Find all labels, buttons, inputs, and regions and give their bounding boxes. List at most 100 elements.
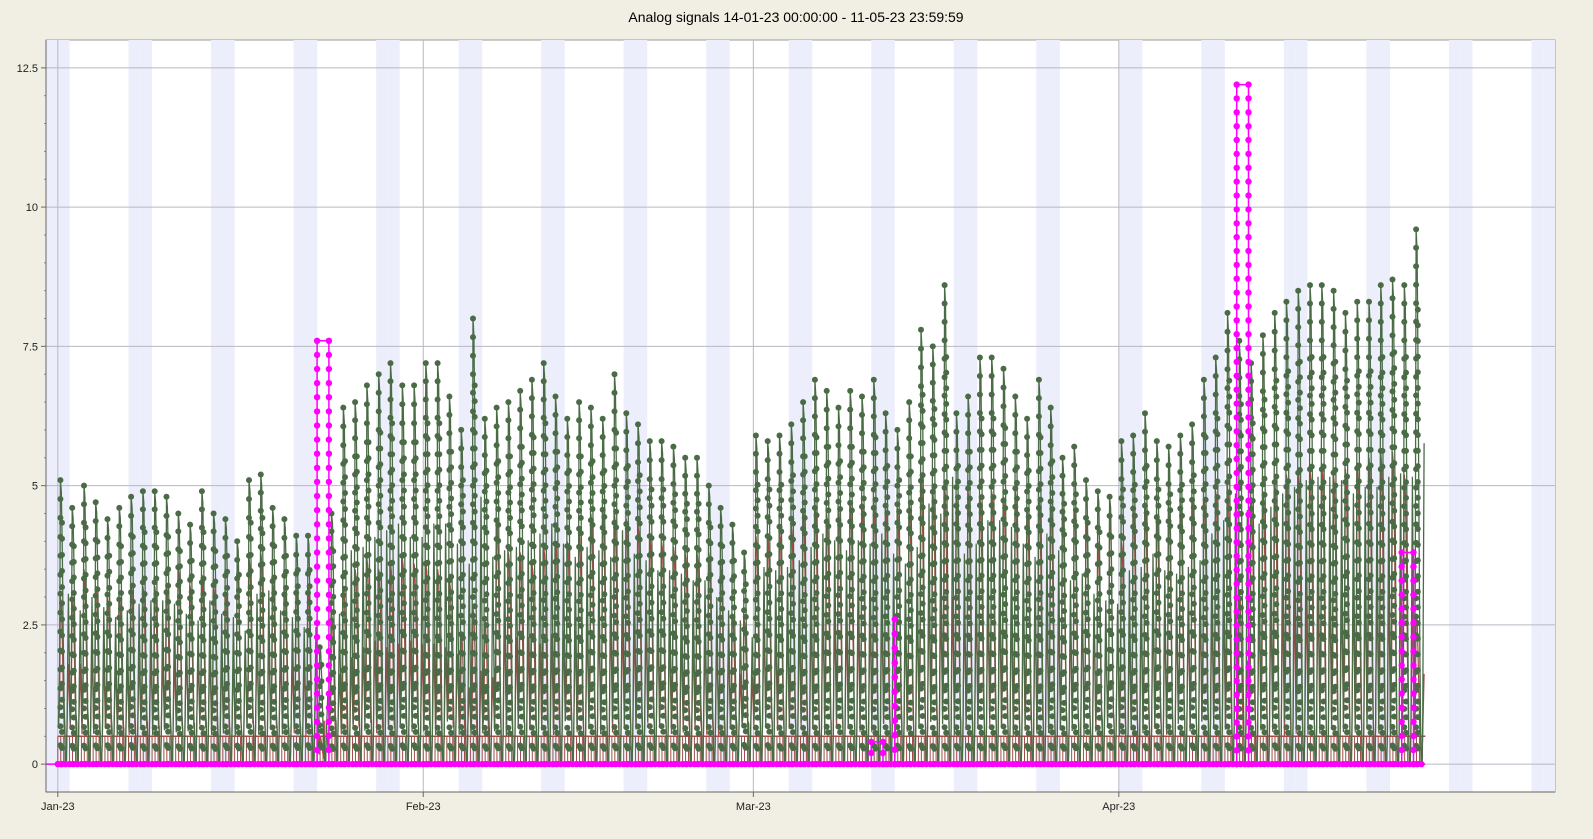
series-0-point: [719, 730, 726, 736]
series-0-point: [1106, 608, 1113, 615]
series-0-point: [434, 378, 441, 385]
series-0-point: [1296, 559, 1303, 566]
series-0-point: [695, 562, 702, 568]
series-0-point: [1072, 697, 1079, 704]
series-0-point: [1271, 347, 1278, 354]
series-0-point: [483, 668, 490, 675]
series-0-point: [1377, 687, 1384, 694]
series-0-point: [389, 559, 396, 566]
series-0-point: [151, 524, 158, 531]
series-0-point: [907, 622, 914, 629]
series-0-point: [1261, 650, 1268, 657]
series-0-point: [941, 687, 948, 694]
series-0-point: [459, 650, 466, 657]
series-0-point: [766, 599, 773, 606]
series-0-point: [128, 703, 135, 710]
series-0-point: [800, 598, 807, 605]
series-0-point: [505, 598, 512, 605]
series-0-point: [576, 616, 583, 623]
series-0-point: [1330, 706, 1337, 713]
series-0-point: [446, 706, 453, 712]
series-0-point: [943, 432, 950, 439]
series-0-point: [1226, 601, 1233, 608]
series-0-point: [342, 633, 348, 640]
series-0-point: [481, 688, 488, 695]
series-0-point: [1224, 723, 1231, 730]
series-0-point: [363, 401, 370, 408]
series-0-point: [1025, 513, 1032, 520]
series-0-point: [683, 531, 690, 538]
series-0-point: [1177, 688, 1184, 695]
series-0-point: [1285, 651, 1292, 658]
series-0-point: [141, 699, 148, 706]
series-0-point: [1308, 651, 1315, 658]
series-0-point: [483, 544, 490, 551]
series-0-point: [1108, 680, 1115, 686]
series-0-point: [436, 528, 443, 535]
series-0-point: [848, 681, 855, 688]
series-0-point: [1061, 699, 1068, 706]
series-0-point: [847, 406, 854, 413]
series-0-point: [1179, 730, 1185, 737]
series-0-point: [955, 682, 961, 689]
series-0-point: [212, 715, 219, 722]
series-0-point: [1261, 444, 1268, 451]
series-0-point: [1283, 705, 1290, 712]
series-0-point: [176, 654, 183, 661]
series-0-point: [955, 729, 961, 736]
series-0-point: [1108, 566, 1115, 573]
series-0-point: [1226, 681, 1233, 688]
series-0-point: [1025, 498, 1032, 505]
series-0-point: [507, 715, 513, 721]
series-0-point: [377, 429, 384, 436]
series-0-point: [1025, 637, 1032, 644]
series-0-point: [870, 395, 877, 402]
series-0-point: [966, 729, 973, 736]
series-0-point: [1391, 555, 1398, 562]
series-0-point: [247, 632, 254, 639]
series-0-point: [1120, 680, 1126, 687]
series-0-point: [328, 528, 335, 535]
series-0-point: [387, 724, 394, 731]
series-0-point: [365, 648, 372, 655]
series-0-point: [1013, 729, 1020, 736]
series-0-point: [518, 666, 525, 672]
series-0-point: [670, 705, 677, 712]
series-0-point: [554, 604, 561, 611]
series-0-point: [518, 586, 525, 593]
series-0-point: [859, 503, 865, 510]
series-0-point: [1072, 538, 1079, 545]
series-0-point: [1155, 583, 1162, 590]
series-0-point: [660, 648, 667, 655]
series-0-point: [837, 585, 844, 592]
series-0-point: [564, 615, 571, 622]
series-0-point: [811, 376, 818, 383]
series-0-point: [1214, 494, 1221, 501]
series-0-point: [436, 497, 443, 504]
series-0-point: [235, 713, 242, 720]
series-0-point: [200, 699, 207, 706]
series-0-point: [165, 582, 172, 589]
series-0-point: [412, 648, 419, 655]
series-0-point: [222, 534, 229, 541]
series-0-point: [919, 552, 926, 559]
series-0-point: [70, 714, 77, 721]
series-0-point: [835, 423, 842, 430]
weekend-band: [788, 40, 801, 792]
series-0-point: [1002, 441, 1009, 447]
series-0-point: [1389, 518, 1396, 525]
series-0-point: [234, 612, 241, 619]
series-0-point: [1084, 648, 1091, 655]
series-0-point: [965, 485, 972, 492]
series-0-point: [742, 613, 749, 620]
series-0-point: [1035, 376, 1042, 383]
series-0-point: [1367, 729, 1374, 736]
series-0-point: [966, 573, 973, 580]
series-0-point: [1344, 569, 1350, 576]
series-0-point: [57, 685, 64, 692]
series-0-point: [69, 596, 76, 603]
series-0-point: [577, 453, 584, 460]
series-0-point: [1143, 494, 1150, 501]
series-0-point: [778, 714, 785, 721]
